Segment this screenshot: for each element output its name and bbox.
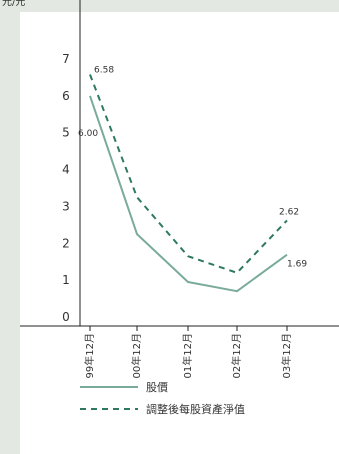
series-line-1 [89, 95, 288, 293]
legend-label-2: 調整後每股資產淨值 [146, 402, 245, 416]
unit-label: 元/元 [2, 0, 25, 8]
x-tick-label: 03年12月 [280, 333, 293, 378]
x-tick-labels: 99年12月 00年12月 01年12月 02年12月 03年12月 [83, 326, 293, 378]
y-tick-label: 0 [62, 310, 70, 324]
data-label: 2.62 [279, 207, 299, 217]
x-tick-label: 99年12月 [83, 333, 96, 378]
data-label: 6.58 [94, 65, 114, 75]
x-tick-label: 00年12月 [130, 333, 143, 378]
data-label: 6.00 [78, 129, 98, 139]
legend-label-1: 股價 [146, 380, 168, 394]
y-tick-label: 6 [62, 89, 70, 103]
y-tick-labels: 0 1 2 3 4 5 6 7 [62, 52, 70, 324]
y-tick-label: 4 [62, 163, 70, 177]
plot-panel [20, 12, 339, 454]
series-line-2 [89, 74, 288, 274]
data-label: 1.69 [287, 260, 307, 270]
y-tick-label: 3 [62, 199, 70, 213]
series-layer [89, 74, 288, 293]
y-tick-label: 7 [62, 52, 70, 66]
x-tick-label: 01年12月 [181, 333, 194, 378]
data-labels: 6.00 1.69 6.58 2.62 [78, 65, 307, 269]
x-tick-label: 02年12月 [230, 333, 243, 378]
y-tick-label: 2 [62, 236, 70, 250]
y-tick-label: 5 [62, 126, 70, 140]
y-tick-label: 1 [62, 273, 70, 287]
